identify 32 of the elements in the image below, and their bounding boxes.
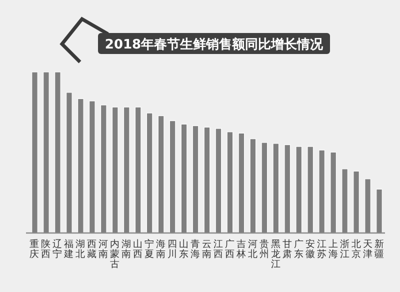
- x-tick-label: 福建: [63, 238, 74, 260]
- x-tick-label: 重庆: [30, 238, 40, 260]
- x-tick-label: 山西: [133, 238, 144, 260]
- x-tick-label: 江西: [213, 238, 224, 260]
- x-tick-label: 海南: [156, 238, 166, 260]
- x-tick-label: 湖南: [122, 238, 132, 260]
- x-tick-label: 黑龙江: [270, 239, 281, 270]
- x-tick-label: 广西: [224, 238, 235, 260]
- x-tick-label: 内蒙古: [110, 238, 120, 270]
- x-tick-label: 甘肃: [282, 238, 292, 260]
- x-tick-label: 云南: [202, 239, 212, 260]
- x-tick-label: 北京: [351, 238, 362, 260]
- x-tick-label: 西藏: [87, 239, 98, 260]
- x-tick-label: 江苏: [316, 238, 327, 260]
- x-tick-label: 宁夏: [144, 238, 155, 260]
- x-tick-label: 河南: [98, 238, 109, 260]
- x-tick-label: 四川: [168, 239, 178, 260]
- x-tick-label: 浙江: [340, 238, 350, 260]
- x-tick-label: 青海: [190, 238, 201, 260]
- x-tick-label: 河北: [248, 238, 258, 260]
- x-tick-label: 新疆: [374, 238, 384, 260]
- x-tick-label: 辽宁: [52, 238, 63, 260]
- chart-title: 2018年春节生鲜销售额同比增长情况: [104, 36, 324, 52]
- x-tick-label: 山东: [179, 238, 190, 260]
- x-tick-label: 广东: [294, 238, 304, 260]
- x-tick-label: 安徽: [305, 238, 316, 260]
- x-tick-label: 吉林: [235, 238, 246, 260]
- x-tick-label: 贵州: [259, 238, 270, 260]
- x-tick-label: 上海: [328, 238, 338, 260]
- x-tick-label: 陕西: [41, 238, 52, 260]
- x-tick-label: 天津: [362, 239, 373, 260]
- x-tick-label: 湖北: [76, 238, 86, 260]
